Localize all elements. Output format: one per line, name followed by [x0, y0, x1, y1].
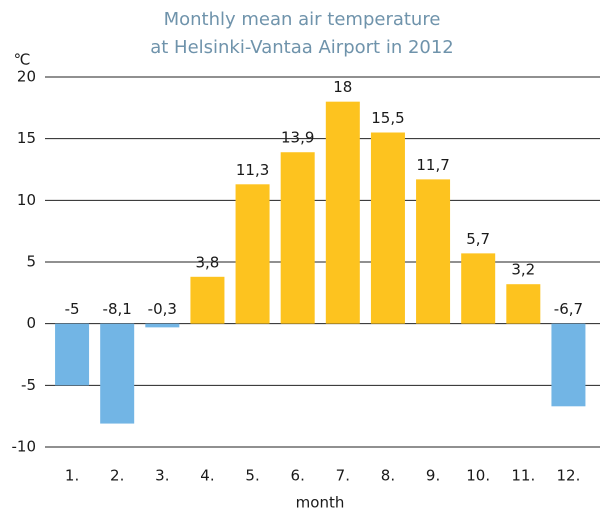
bar — [55, 323, 90, 386]
x-tick-label: 10. — [466, 467, 490, 485]
y-tick-label: 5 — [26, 253, 36, 271]
y-tick-label: -5 — [21, 376, 36, 394]
y-axis-label: ℃ — [14, 51, 31, 69]
value-label: -8,1 — [103, 300, 132, 318]
x-tick-label: 11. — [511, 467, 535, 485]
bar — [370, 132, 405, 324]
bar — [145, 323, 180, 328]
value-label: 15,5 — [371, 109, 404, 127]
value-label: -6,7 — [554, 300, 583, 318]
y-tick-label: 0 — [26, 314, 36, 332]
chart-title: Monthly mean air temperature — [164, 9, 441, 30]
bar — [416, 179, 451, 324]
value-label: 11,7 — [416, 156, 449, 174]
value-label: -0,3 — [148, 300, 177, 318]
value-label: 13,9 — [281, 129, 314, 147]
bar — [280, 152, 315, 324]
bar — [506, 284, 541, 324]
x-tick-label: 12. — [557, 467, 581, 485]
chart-title: at Helsinki-Vantaa Airport in 2012 — [150, 37, 454, 58]
bar — [461, 253, 496, 324]
y-tick-label: -10 — [12, 438, 37, 456]
x-tick-label: 4. — [200, 467, 214, 485]
x-tick-label: 7. — [336, 467, 350, 485]
x-tick-label: 3. — [155, 467, 169, 485]
x-tick-label: 8. — [381, 467, 395, 485]
value-label: 3,8 — [196, 253, 220, 271]
bar — [325, 101, 360, 324]
x-tick-label: 2. — [110, 467, 124, 485]
x-tick-label: 9. — [426, 467, 440, 485]
bar — [100, 323, 135, 424]
y-tick-label: 15 — [17, 129, 36, 147]
value-label: 5,7 — [466, 230, 490, 248]
bar — [235, 184, 270, 324]
value-label: 11,3 — [236, 161, 269, 179]
value-label: 3,2 — [511, 261, 535, 279]
bar — [551, 323, 586, 407]
x-axis-label: month — [296, 494, 345, 512]
value-label: 18 — [333, 78, 352, 96]
value-label: -5 — [65, 300, 80, 318]
x-tick-label: 6. — [291, 467, 305, 485]
y-tick-label: 10 — [17, 191, 36, 209]
x-tick-label: 1. — [65, 467, 79, 485]
y-tick-label: 20 — [17, 68, 36, 86]
x-tick-label: 5. — [245, 467, 259, 485]
bar — [190, 276, 225, 324]
